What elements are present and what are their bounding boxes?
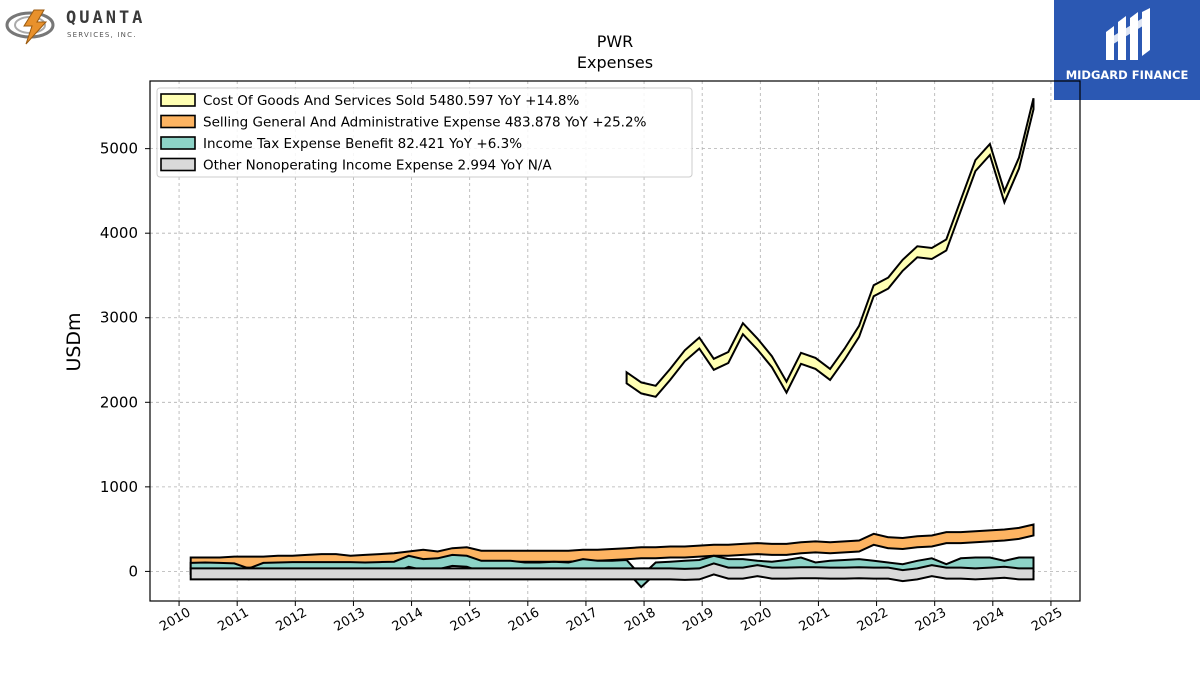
- legend-entry-selling-general-and-administrative-expense: Selling General And Administrative Expen…: [203, 115, 647, 131]
- x-tick-label: 2024: [971, 605, 1007, 635]
- series-area-other-nonoperating-income-expense: [189, 562, 1035, 583]
- x-tick-label: 2018: [622, 605, 658, 635]
- midgard-finance-logo: MIDGARD FINANCE: [1054, 0, 1200, 100]
- y-tick-label: 5000: [100, 140, 138, 158]
- legend-swatch-income-tax-expense-benefit: [160, 136, 196, 150]
- quanta-logo-subtitle: SERVICES, INC.: [67, 31, 137, 39]
- legend-entry-income-tax-expense-benefit: Income Tax Expense Benefit 82.421 YoY +6…: [203, 136, 522, 152]
- y-tick-label: 1000: [100, 478, 138, 496]
- quanta-logo-name: QUANTA: [66, 8, 146, 28]
- x-tick-label: 2017: [564, 605, 600, 635]
- legend-box: [156, 87, 693, 178]
- y-tick-label: 4000: [100, 224, 138, 242]
- x-tick-label: 2020: [738, 605, 774, 635]
- series-area-cost-of-goods-and-services-sold: [625, 98, 1035, 398]
- x-tick-label: 2015: [448, 605, 484, 635]
- legend: Cost Of Goods And Services Sold 5480.597…: [156, 87, 693, 178]
- y-tick-label: 2000: [100, 393, 138, 411]
- x-tick-label: 2023: [913, 605, 949, 635]
- legend-entry-cost-of-goods-and-services-sold: Cost Of Goods And Services Sold 5480.597…: [203, 93, 579, 109]
- x-tick-label: 2011: [215, 605, 251, 635]
- legend-swatch-selling-general-and-administrative-expense: [160, 114, 196, 129]
- x-tick-label: 2012: [273, 605, 309, 635]
- x-tick-label: 2022: [855, 605, 891, 635]
- x-tick-label: 2019: [680, 605, 716, 635]
- x-tick-label: 2016: [506, 605, 542, 635]
- midgard-emblem-icon: [1106, 8, 1150, 60]
- x-tick-label: 2021: [797, 605, 833, 635]
- chart-subtitle: Expenses: [577, 53, 653, 72]
- legend-entry-other-nonoperating-income-expense: Other Nonoperating Income Expense 2.994 …: [203, 158, 552, 174]
- quanta-logo: QUANTA SERVICES, INC.: [4, 4, 164, 48]
- x-tick-label: 2014: [390, 605, 426, 635]
- x-tick-label: 2013: [332, 605, 368, 635]
- x-tick-label: 2025: [1029, 605, 1065, 635]
- x-tick-label: 2010: [157, 605, 193, 635]
- midgard-finance-label: MIDGARD FINANCE: [1065, 68, 1189, 82]
- y-axis-label: USDm: [63, 312, 85, 371]
- legend-swatch-cost-of-goods-and-services-sold: [160, 93, 196, 107]
- legend-swatch-other-nonoperating-income-expense: [160, 157, 196, 172]
- quanta-emblem-icon: [5, 9, 55, 45]
- chart-title: PWR: [597, 32, 634, 51]
- y-tick-label: 3000: [100, 309, 138, 327]
- y-tick-label: 0: [128, 562, 138, 580]
- grid: [150, 81, 1080, 601]
- plot-frame: [149, 80, 1081, 602]
- series-areas: [189, 98, 1035, 589]
